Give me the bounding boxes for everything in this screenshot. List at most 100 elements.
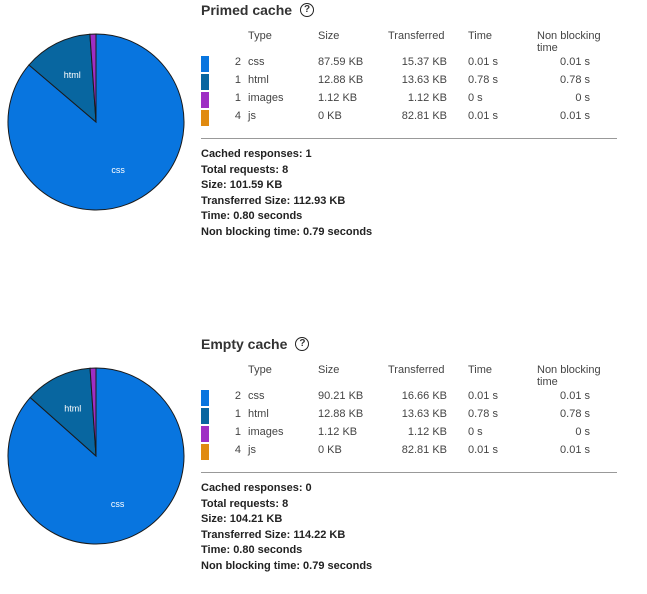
- non-blocking-time: 0.01 s: [560, 390, 590, 402]
- header-non-blocking-time: Non blocking time: [537, 30, 601, 54]
- transferred-size: 13.63 KB: [401, 74, 447, 86]
- total-size: Size: 104.21 KB: [201, 513, 283, 526]
- pie-chart: css html: [7, 367, 185, 545]
- resource-type: images: [248, 426, 284, 438]
- transferred-size: 16.66 KB: [401, 390, 447, 402]
- non-blocking-time-total: Non blocking time: 0.79 seconds: [201, 225, 373, 238]
- help-icon[interactable]: ?: [300, 3, 315, 17]
- resource-size: 12.88 KB: [318, 408, 364, 420]
- empty-cache-section: css html Empty cache ? Type Size Transfer…: [0, 334, 647, 594]
- resource-size: 87.59 KB: [318, 56, 364, 68]
- resource-size: 1.12 KB: [318, 426, 358, 438]
- section-title: Primed cache ?: [201, 2, 315, 18]
- resource-size: 0 KB: [318, 110, 342, 122]
- resource-type: js: [248, 444, 256, 456]
- resource-type: html: [248, 74, 269, 86]
- non-blocking-time: 0.78 s: [560, 74, 590, 86]
- load-time: 0.01 s: [468, 390, 498, 402]
- resource-type: html: [248, 408, 269, 420]
- resource-size: 0 KB: [318, 444, 342, 456]
- header-time: Time: [468, 30, 493, 42]
- load-time: 0 s: [468, 426, 483, 438]
- cached-responses: Cached responses: 1: [201, 148, 312, 160]
- resource-type: css: [248, 56, 265, 68]
- total-requests: Total requests: 8: [201, 163, 289, 176]
- help-icon[interactable]: ?: [295, 337, 310, 351]
- pie-label-css: css: [111, 165, 125, 175]
- section-title-text: Empty cache: [201, 336, 288, 352]
- transferred-size: 13.63 KB: [401, 408, 447, 420]
- resource-table: Type Size Transferred Time Non blocking …: [201, 364, 617, 462]
- transferred-size: 1.12 KB: [407, 426, 447, 438]
- request-count: 4: [234, 110, 241, 122]
- transferred-size: 15.37 KB: [401, 56, 447, 68]
- pie-slice-html: [29, 367, 97, 458]
- primed-cache-section: css html Primed cache ? Type Size Transfe…: [0, 0, 647, 260]
- section-title: Empty cache ?: [201, 336, 310, 352]
- transferred-size: 1.12 KB: [407, 92, 447, 104]
- non-blocking-time: 0 s: [575, 92, 590, 104]
- non-blocking-time: 0 s: [575, 426, 590, 438]
- color-swatch: [201, 390, 209, 406]
- table-row: 2 css 90.21 KB 16.66 KB 0.01 s 0.01 s: [201, 390, 617, 408]
- resource-table: Type Size Transferred Time Non blocking …: [201, 30, 617, 128]
- pie-label-html: html: [64, 70, 81, 80]
- header-type: Type: [248, 30, 272, 42]
- table-row: 4 js 0 KB 82.81 KB 0.01 s 0.01 s: [201, 110, 617, 128]
- table-row: 1 images 1.12 KB 1.12 KB 0 s 0 s: [201, 426, 617, 444]
- pie-label-html: html: [64, 404, 81, 414]
- color-swatch: [201, 426, 209, 442]
- table-row: 1 html 12.88 KB 13.63 KB 0.78 s 0.78 s: [201, 74, 617, 92]
- pie-slice-html: [28, 33, 97, 124]
- total-requests: Total requests: 8: [201, 497, 289, 510]
- table-row: 1 images 1.12 KB 1.12 KB 0 s 0 s: [201, 92, 617, 110]
- load-time: 0.78 s: [468, 74, 498, 86]
- header-size: Size: [318, 364, 340, 376]
- total-time: Time: 0.80 seconds: [201, 544, 303, 557]
- header-transferred: Transferred: [388, 364, 445, 376]
- load-time: 0.78 s: [468, 408, 498, 420]
- pie-slice-images: [89, 367, 97, 457]
- cached-responses: Cached responses: 0: [201, 482, 312, 494]
- request-count: 1: [234, 92, 241, 104]
- color-swatch: [201, 408, 209, 424]
- resource-type: images: [248, 92, 284, 104]
- request-count: 2: [234, 390, 241, 402]
- request-count: 1: [234, 426, 241, 438]
- load-time: 0.01 s: [468, 110, 498, 122]
- summary: Cached responses: 0 Total requests: 8 Si…: [201, 481, 372, 575]
- resource-size: 12.88 KB: [318, 74, 364, 86]
- transferred-size-total: Transferred Size: 114.22 KB: [201, 528, 346, 541]
- request-count: 1: [234, 408, 241, 420]
- request-count: 4: [234, 444, 241, 456]
- pie-svg: css html: [7, 33, 185, 211]
- section-title-text: Primed cache: [201, 2, 293, 18]
- divider: [201, 472, 617, 473]
- load-time: 0.01 s: [468, 56, 498, 68]
- table-row: 2 css 87.59 KB 15.37 KB 0.01 s 0.01 s: [201, 56, 617, 74]
- resource-size: 1.12 KB: [318, 92, 358, 104]
- transferred-size: 82.81 KB: [401, 110, 447, 122]
- summary: Cached responses: 1 Total requests: 8 Si…: [201, 147, 372, 241]
- non-blocking-time: 0.01 s: [560, 56, 590, 68]
- header-time: Time: [468, 364, 493, 376]
- load-time: 0 s: [468, 92, 483, 104]
- resource-type: js: [248, 110, 256, 122]
- pie-chart: css html: [7, 33, 185, 211]
- non-blocking-time: 0.01 s: [560, 110, 590, 122]
- pie-slice-images: [89, 33, 97, 123]
- color-swatch: [201, 56, 209, 72]
- header-transferred: Transferred: [388, 30, 445, 42]
- color-swatch: [201, 74, 209, 90]
- load-time: 0.01 s: [468, 444, 498, 456]
- pie-svg: css html: [7, 367, 185, 545]
- color-swatch: [201, 110, 209, 126]
- resource-type: css: [248, 390, 265, 402]
- table-header: Type Size Transferred Time Non blocking …: [201, 364, 617, 390]
- resource-size: 90.21 KB: [318, 390, 364, 402]
- non-blocking-time: 0.78 s: [560, 408, 590, 420]
- pie-label-css: css: [111, 499, 125, 509]
- non-blocking-time: 0.01 s: [560, 444, 590, 456]
- header-non-blocking-time: Non blocking time: [537, 364, 601, 388]
- table-row: 4 js 0 KB 82.81 KB 0.01 s 0.01 s: [201, 444, 617, 462]
